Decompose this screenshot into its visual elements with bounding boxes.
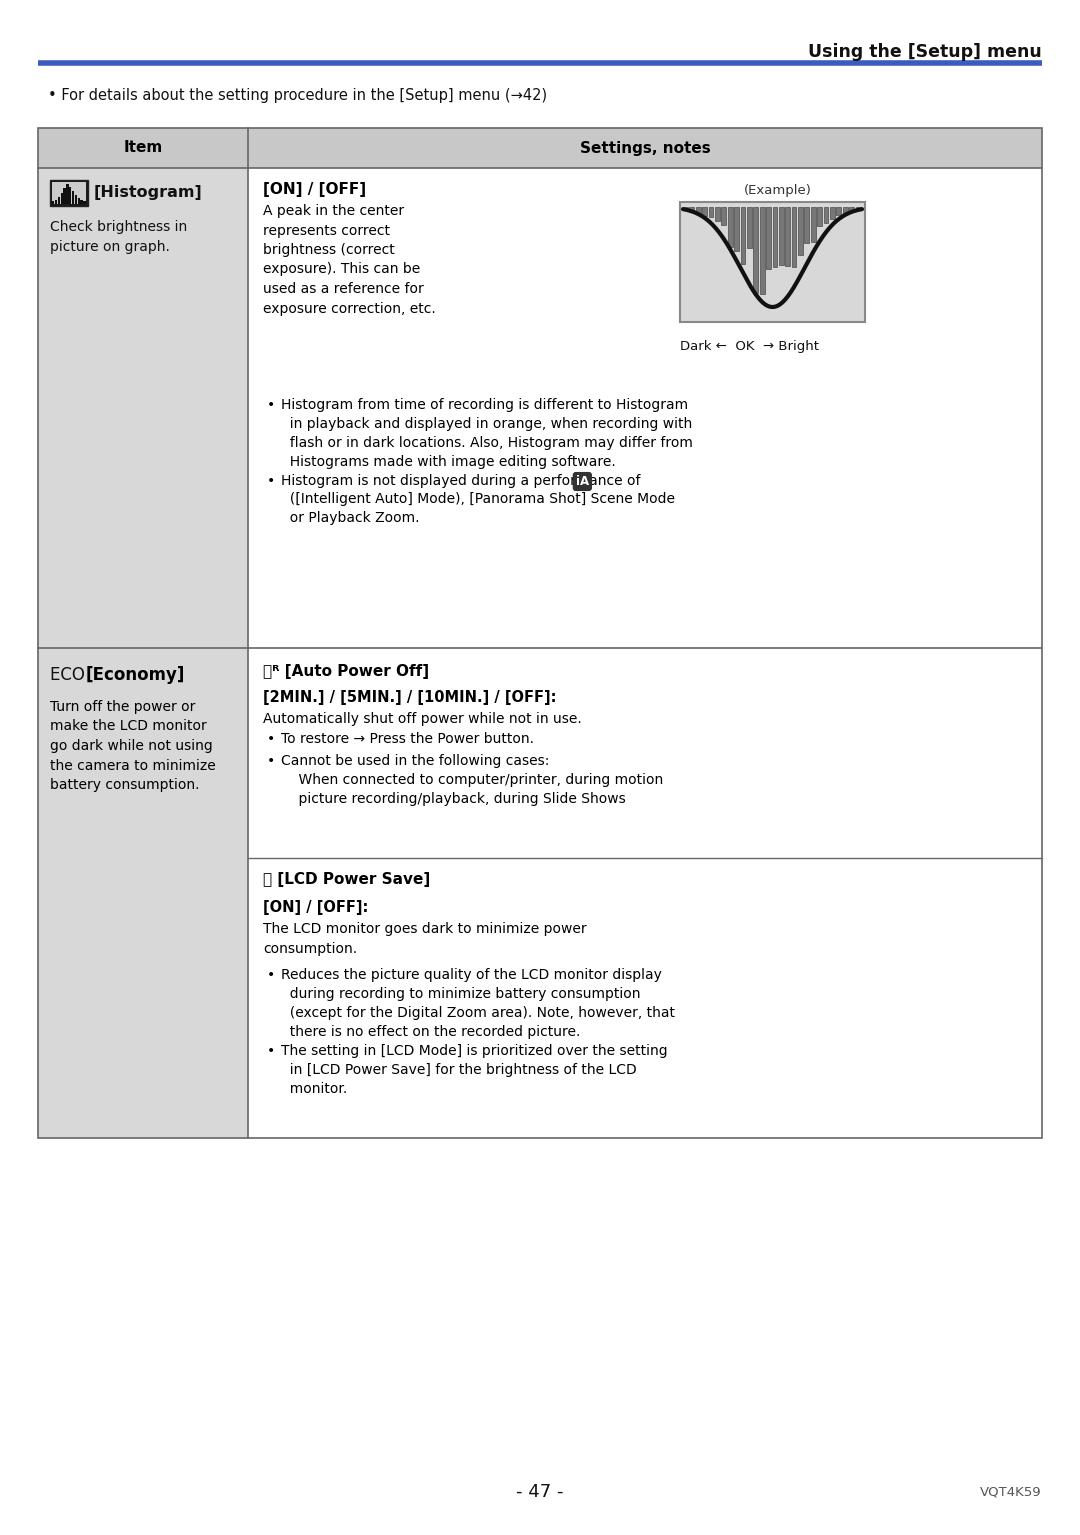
Bar [55,200,57,204]
Bar [831,207,835,218]
Bar [798,207,802,255]
Bar [842,207,848,213]
Bar [72,192,75,204]
Bar [734,207,739,252]
Bar [855,207,861,209]
Bar [75,195,77,204]
Bar [702,207,707,216]
Bar [50,180,87,206]
Bar [38,127,1042,1137]
Bar [52,183,86,204]
Bar [78,198,80,204]
Text: • For details about the setting procedure in the [Setup] menu (→42): • For details about the setting procedur… [48,87,548,103]
Text: Cannot be used in the following cases:
    When connected to computer/printer, d: Cannot be used in the following cases: W… [281,754,663,806]
Text: Turn off the power or
make the LCD monitor
go dark while not using
the camera to: Turn off the power or make the LCD monit… [50,700,216,792]
Bar [836,207,841,215]
Bar [60,192,63,204]
Text: •: • [267,969,275,982]
Bar [824,207,828,223]
Text: Item: Item [123,141,163,155]
Text: ECO: ECO [50,666,90,685]
Bar [52,201,54,204]
Text: [Economy]: [Economy] [86,666,186,685]
Text: Reduces the picture quality of the LCD monitor display
  during recording to min: Reduces the picture quality of the LCD m… [281,969,675,1039]
Bar [811,207,815,243]
Text: To restore → Press the Power button.: To restore → Press the Power button. [281,732,534,746]
Text: VQT4K59: VQT4K59 [981,1486,1042,1498]
Bar [66,184,68,204]
Text: Settings, notes: Settings, notes [580,141,711,155]
Bar [759,207,765,295]
Text: •: • [267,732,275,746]
Bar [80,200,83,204]
Text: Using the [Setup] menu: Using the [Setup] menu [808,43,1042,61]
Bar [680,203,865,322]
Text: ([Intelligent Auto] Mode), [Panorama Shot] Scene Mode
  or Playback Zoom.: ([Intelligent Auto] Mode), [Panorama Sho… [281,493,675,525]
Text: [ON] / [OFF]: [ON] / [OFF] [264,183,366,196]
Bar [818,207,822,226]
Text: [2MIN.] / [5MIN.] / [10MIN.] / [OFF]:: [2MIN.] / [5MIN.] / [10MIN.] / [OFF]: [264,691,556,705]
Bar [728,207,732,247]
Text: •: • [267,474,275,488]
Bar [849,207,854,210]
Text: ⏰ᴿ [Auto Power Off]: ⏰ᴿ [Auto Power Off] [264,665,429,678]
Bar [708,207,714,216]
Bar [741,207,745,264]
Bar [689,207,694,212]
Text: •: • [267,398,275,411]
Text: •: • [267,754,275,768]
Text: Check brightness in
picture on graph.: Check brightness in picture on graph. [50,220,187,255]
Bar [683,207,688,209]
Text: [Histogram]: [Histogram] [94,186,203,201]
Text: The setting in [LCD Mode] is prioritized over the setting
  in [LCD Power Save] : The setting in [LCD Mode] is prioritized… [281,1044,667,1096]
Bar [754,207,758,293]
Text: •: • [267,1044,275,1058]
Bar [772,207,778,267]
Bar [747,207,752,249]
Text: Automatically shut off power while not in use.: Automatically shut off power while not i… [264,712,582,726]
Bar [38,167,248,648]
Text: 🔋 [LCD Power Save]: 🔋 [LCD Power Save] [264,872,430,887]
Bar [38,648,248,1137]
Bar [696,207,701,213]
Bar [69,187,71,204]
Text: iA: iA [576,474,589,488]
Text: [ON] / [OFF]:: [ON] / [OFF]: [264,900,368,915]
Bar [721,207,726,226]
Text: (Example): (Example) [743,184,811,196]
Bar [779,207,784,266]
Text: Histogram from time of recording is different to Histogram
  in playback and dis: Histogram from time of recording is diff… [281,398,693,468]
Bar [766,207,771,269]
Text: Histogram is not displayed during a performance of: Histogram is not displayed during a perf… [281,474,645,488]
Bar [805,207,809,243]
Bar [785,207,791,266]
Text: Dark ←  OK  → Bright: Dark ← OK → Bright [680,339,819,353]
Bar [64,189,66,204]
Bar [792,207,796,267]
Bar [57,196,60,204]
Bar [715,207,719,221]
Bar [83,201,85,204]
Bar [38,127,1042,167]
Text: - 47 -: - 47 - [516,1483,564,1501]
Text: A peak in the center
represents correct
brightness (correct
exposure). This can : A peak in the center represents correct … [264,204,435,316]
Text: The LCD monitor goes dark to minimize power
consumption.: The LCD monitor goes dark to minimize po… [264,923,586,955]
